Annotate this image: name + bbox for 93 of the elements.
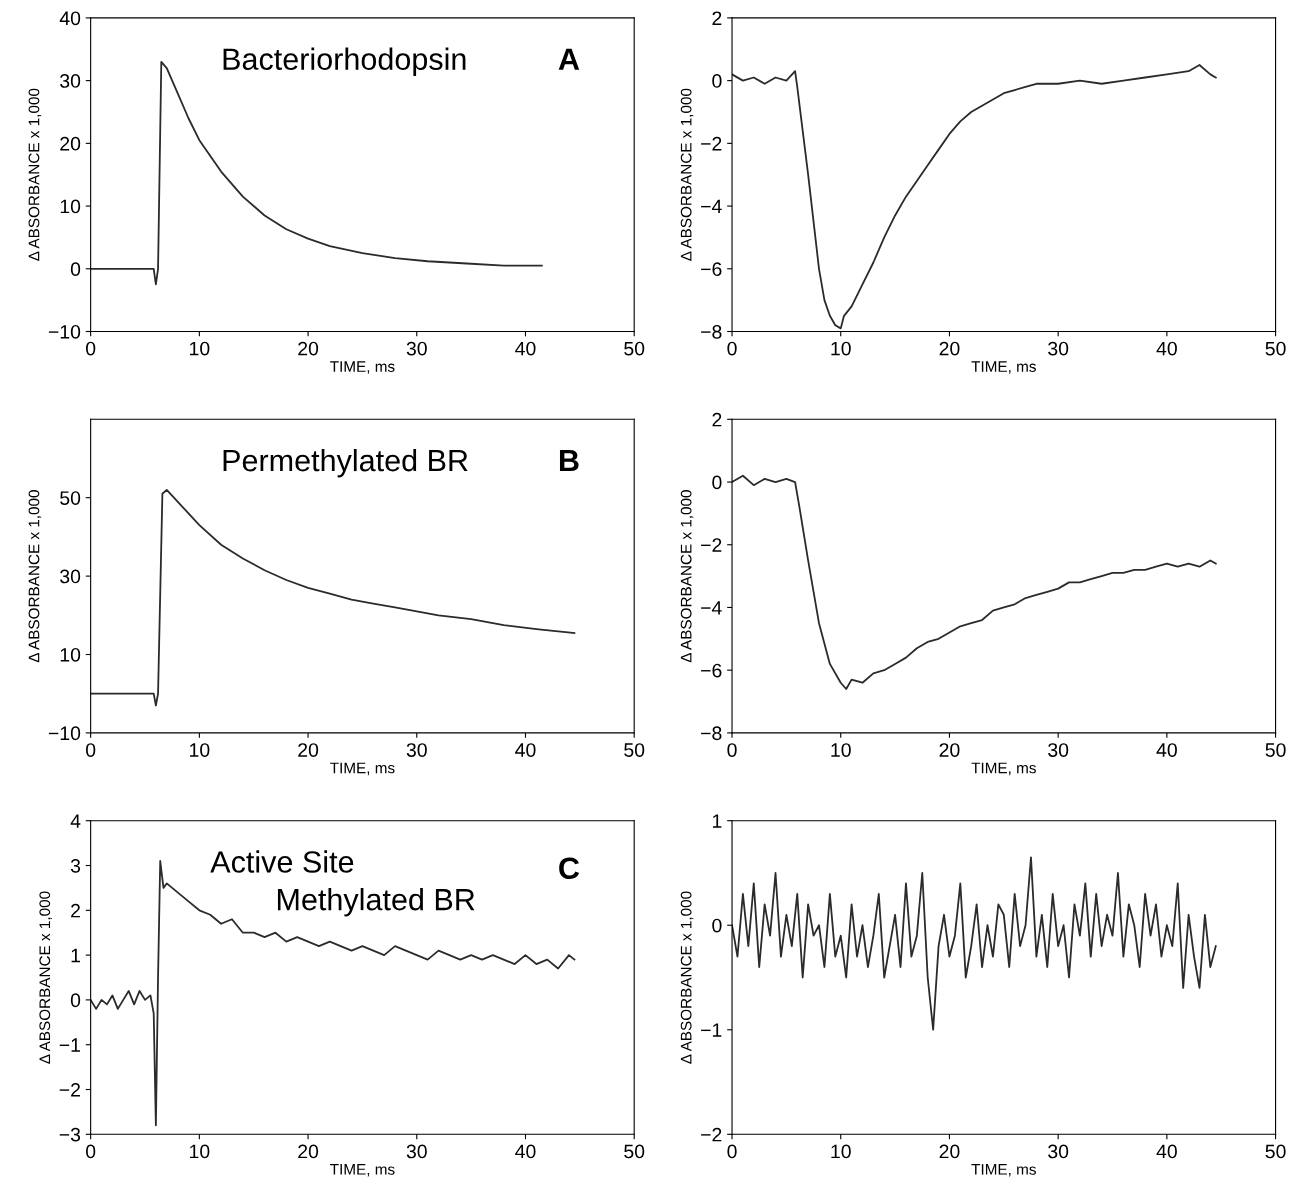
line-series bbox=[90, 488, 576, 707]
y-tick-label: 0 bbox=[70, 262, 81, 277]
y-tick-label: 4 bbox=[70, 814, 81, 828]
x-tick-label: 40 bbox=[1156, 341, 1177, 356]
y-tick-label: 0 bbox=[712, 475, 722, 490]
x-tick-label: 50 bbox=[624, 1144, 645, 1159]
y-tick-label: 30 bbox=[60, 74, 81, 88]
y-tick-label: 20 bbox=[60, 136, 81, 151]
x-tick-label: 0 bbox=[727, 743, 737, 757]
line-series bbox=[732, 64, 1217, 330]
x-tick-label: 30 bbox=[1048, 341, 1069, 356]
x-tick-label: 10 bbox=[190, 1144, 210, 1159]
y-axis-title: Δ ABSORBANCE x 1,000 bbox=[39, 891, 52, 1064]
x-tick-label: 50 bbox=[1265, 1144, 1286, 1159]
x-tick-label: 30 bbox=[1048, 1144, 1069, 1159]
x-tick-label: 10 bbox=[190, 341, 210, 356]
y-tick-label: −8 bbox=[701, 726, 722, 741]
y-tick-label: 0 bbox=[70, 993, 81, 1008]
x-tick-label: 10 bbox=[831, 743, 851, 757]
y-tick-label: 0 bbox=[712, 918, 722, 933]
x-tick-label: 20 bbox=[298, 341, 319, 356]
x-tick-label: 0 bbox=[86, 743, 96, 757]
y-tick-label: −1 bbox=[701, 1023, 722, 1037]
x-axis-title: TIME, ms bbox=[330, 762, 395, 776]
y-tick-label: −10 bbox=[48, 726, 81, 741]
x-tick-label: 20 bbox=[298, 1144, 319, 1159]
y-axis-title: Δ ABSORBANCE x 1,000 bbox=[680, 490, 694, 663]
x-tick-label: 50 bbox=[1265, 341, 1286, 356]
y-tick-label: 1 bbox=[712, 814, 722, 828]
x-axis-title: TIME, ms bbox=[330, 361, 395, 374]
y-axis-title: Δ ABSORBANCE x 1,000 bbox=[28, 88, 42, 261]
x-tick-label: 50 bbox=[624, 341, 645, 356]
x-tick-label: 20 bbox=[939, 341, 960, 356]
line-series bbox=[732, 856, 1217, 1031]
x-tick-label: 50 bbox=[624, 743, 645, 757]
x-tick-label: 20 bbox=[939, 1144, 960, 1159]
y-tick-label: −2 bbox=[701, 1127, 722, 1142]
x-tick-label: 40 bbox=[515, 1144, 536, 1159]
y-axis-title: Δ ABSORBANCE x 1,000 bbox=[680, 891, 694, 1064]
x-tick-label: 0 bbox=[727, 1144, 737, 1159]
x-tick-label: 0 bbox=[727, 341, 737, 356]
y-tick-label: −4 bbox=[701, 601, 722, 615]
y-tick-label: −2 bbox=[59, 1082, 80, 1097]
y-axis-title: Δ ABSORBANCE x 1,000 bbox=[680, 88, 694, 261]
x-tick-label: 30 bbox=[406, 341, 427, 356]
y-axis-title: Δ ABSORBANCE x 1,000 bbox=[28, 490, 42, 663]
y-tick-label: 3 bbox=[70, 858, 81, 873]
x-tick-label: 30 bbox=[1048, 743, 1069, 757]
y-tick-label: −6 bbox=[701, 262, 722, 277]
y-tick-label: 10 bbox=[60, 199, 81, 214]
x-tick-label: 20 bbox=[939, 743, 960, 757]
annotation: C bbox=[559, 857, 580, 880]
annotation: Bacteriorhodopsin bbox=[223, 47, 466, 77]
x-tick-label: 10 bbox=[831, 341, 851, 356]
x-tick-label: 0 bbox=[86, 1144, 96, 1159]
x-tick-label: 10 bbox=[190, 743, 210, 757]
y-tick-label: 50 bbox=[60, 491, 81, 505]
y-tick-label: 2 bbox=[71, 903, 80, 918]
y-tick-label: 30 bbox=[60, 569, 81, 584]
x-tick-label: 50 bbox=[1265, 743, 1286, 757]
y-tick-label: −2 bbox=[701, 538, 722, 552]
annotation: Active Site bbox=[210, 850, 354, 873]
y-tick-label: −4 bbox=[701, 199, 722, 214]
y-tick-label: 0 bbox=[712, 74, 722, 88]
y-tick-label: 40 bbox=[59, 11, 81, 26]
y-tick-label: −10 bbox=[48, 324, 81, 339]
annotation: Methylated BR bbox=[277, 888, 475, 917]
y-tick-label: −1 bbox=[59, 1038, 80, 1052]
y-tick-label: 1 bbox=[71, 948, 80, 963]
x-axis-title: TIME, ms bbox=[330, 1164, 395, 1177]
x-axis-title: TIME, ms bbox=[971, 1164, 1036, 1177]
x-tick-label: 0 bbox=[86, 341, 96, 356]
x-tick-label: 10 bbox=[831, 1144, 851, 1159]
annotation: Permethylated BR bbox=[223, 448, 468, 478]
y-tick-label: 2 bbox=[712, 412, 722, 427]
x-tick-label: 30 bbox=[406, 743, 427, 757]
y-tick-label: 10 bbox=[60, 647, 81, 662]
y-tick-label: 2 bbox=[712, 11, 722, 25]
x-tick-label: 20 bbox=[298, 743, 319, 757]
x-tick-label: 40 bbox=[515, 743, 536, 757]
y-tick-label: −3 bbox=[59, 1127, 81, 1142]
line-series bbox=[732, 474, 1217, 690]
x-tick-label: 40 bbox=[515, 341, 536, 356]
x-axis-title: TIME, ms bbox=[971, 361, 1036, 374]
annotation: A bbox=[558, 48, 580, 70]
x-axis-title: TIME, ms bbox=[971, 762, 1036, 776]
annotation: B bbox=[559, 450, 579, 472]
x-tick-label: 30 bbox=[406, 1144, 427, 1159]
y-tick-label: −2 bbox=[701, 136, 722, 151]
x-tick-label: 40 bbox=[1156, 1144, 1177, 1159]
x-tick-label: 40 bbox=[1156, 743, 1177, 757]
y-tick-label: −6 bbox=[701, 663, 722, 678]
y-tick-label: −8 bbox=[701, 324, 722, 339]
